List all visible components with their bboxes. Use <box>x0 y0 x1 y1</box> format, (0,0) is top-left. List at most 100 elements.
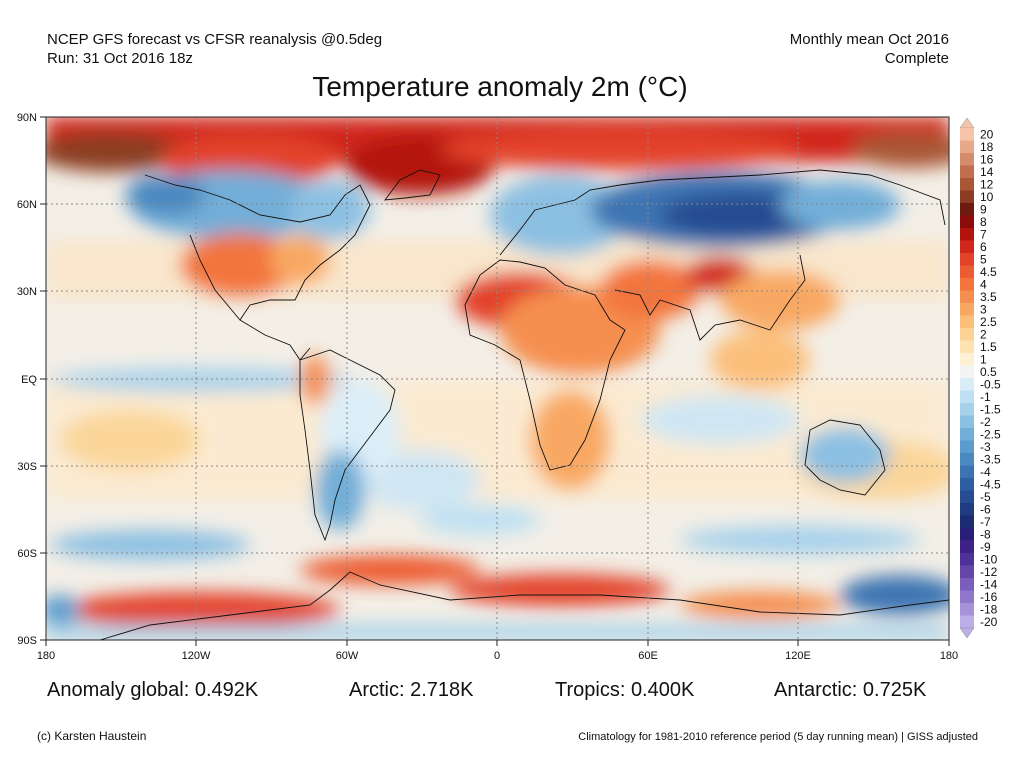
lat-label: 30N <box>17 286 37 298</box>
colorbar-label: -1 <box>980 390 991 404</box>
colorbar-swatch <box>960 315 974 329</box>
colorbar-max-arrow <box>959 117 975 129</box>
colorbar-swatch <box>960 465 974 479</box>
colorbar-swatch <box>960 478 974 491</box>
colorbar-swatch <box>960 515 974 529</box>
climatology-note: Climatology for 1981-2010 reference peri… <box>578 731 978 743</box>
colorbar-label: -14 <box>980 577 998 591</box>
colorbar-swatch <box>960 428 974 441</box>
colorbar-label: -3 <box>980 440 991 454</box>
colorbar-swatch <box>960 190 974 204</box>
colorbar-label: 6 <box>980 240 987 254</box>
colorbar-label: -6 <box>980 502 991 516</box>
colorbar-label: 20 <box>980 127 994 141</box>
colorbar-swatch <box>960 453 974 466</box>
colorbar-label: -5 <box>980 490 991 504</box>
colorbar-label: -1.5 <box>980 402 1001 416</box>
colorbar-label: 2 <box>980 327 987 341</box>
colorbar-label: 4.5 <box>980 265 997 279</box>
colorbar-label: 16 <box>980 152 994 166</box>
lon-label: 180 <box>940 650 958 662</box>
colorbar-swatch <box>960 528 974 541</box>
colorbar-swatch <box>960 353 974 366</box>
colorbar-label: 18 <box>980 140 994 154</box>
colorbar-swatch <box>960 178 974 191</box>
colorbar-label: -4 <box>980 465 991 479</box>
tropics-anomaly: Tropics: 0.400K <box>555 679 695 701</box>
colorbar-swatch <box>960 328 974 341</box>
source-text: NCEP GFS forecast vs CFSR reanalysis @0.… <box>47 31 383 48</box>
colorbar-swatch <box>960 278 974 291</box>
colorbar-label: -4.5 <box>980 477 1001 491</box>
colorbar-swatch <box>960 378 974 391</box>
colorbar-label: 8 <box>980 215 987 229</box>
status-text: Complete <box>884 50 949 67</box>
colorbar-swatch <box>960 603 974 616</box>
colorbar-swatch <box>960 590 974 604</box>
colorbar-label: 2.5 <box>980 315 997 329</box>
colorbar-swatch <box>960 615 974 629</box>
colorbar-swatch <box>960 303 974 316</box>
colorbar-swatch <box>960 340 974 354</box>
colorbar-swatch <box>960 403 974 416</box>
lat-label: 90S <box>17 635 37 647</box>
colorbar-swatch <box>960 253 974 266</box>
credit-text: (c) Karsten Haustein <box>37 729 147 743</box>
colorbar-swatch <box>960 415 974 429</box>
period-text: Monthly mean Oct 2016 <box>789 31 949 48</box>
colorbar-swatch <box>960 440 974 454</box>
colorbar-swatch <box>960 365 974 379</box>
colorbar-swatch <box>960 578 974 591</box>
lon-label: 120W <box>182 650 211 662</box>
colorbar-label: -9 <box>980 540 991 554</box>
colorbar-min-arrow <box>959 627 975 639</box>
header-left: NCEP GFS forecast vs CFSR reanalysis @0.… <box>47 30 382 68</box>
colorbar-swatch <box>960 565 974 579</box>
colorbar-label: 1.5 <box>980 340 997 354</box>
colorbar-label: 12 <box>980 177 994 191</box>
colorbar-label: -2.5 <box>980 427 1001 441</box>
lon-label: 0 <box>494 650 500 662</box>
stats-bar: Anomaly global: 0.492K Arctic: 2.718K Tr… <box>0 679 1024 705</box>
map-title: Temperature anomaly 2m (°C) <box>312 71 688 102</box>
graticule <box>46 117 949 640</box>
lat-label: EQ <box>21 374 37 386</box>
colorbar-label: 3.5 <box>980 290 997 304</box>
colorbar-swatch <box>960 215 974 229</box>
colorbar-swatch <box>960 265 974 279</box>
colorbar-label: 14 <box>980 165 994 179</box>
arctic-anomaly: Arctic: 2.718K <box>349 679 474 701</box>
anomaly-map: 90N 60N 30N EQ 30S 60S 90S 180 120W 60W … <box>17 112 1001 662</box>
colorbar-label: 5 <box>980 252 987 266</box>
colorbar-label: -10 <box>980 552 998 566</box>
colorbar-swatch <box>960 140 974 154</box>
colorbar-label: -7 <box>980 515 991 529</box>
header-right: Monthly mean Oct 2016 Complete <box>790 30 949 68</box>
colorbar-swatch <box>960 390 974 404</box>
colorbar-swatch <box>960 490 974 504</box>
colorbar-swatch <box>960 503 974 516</box>
colorbar-swatch <box>960 540 974 554</box>
antarctic-anomaly: Antarctic: 0.725K <box>774 679 927 701</box>
colorbar-label: 9 <box>980 202 987 216</box>
colorbar-label: -8 <box>980 527 991 541</box>
colorbar-label: 1 <box>980 352 987 366</box>
lat-label: 30S <box>17 461 37 473</box>
colorbar-swatch <box>960 228 974 241</box>
colorbar-label: 7 <box>980 227 987 241</box>
colorbar-label: 10 <box>980 190 994 204</box>
lon-label: 60W <box>336 650 359 662</box>
lat-label: 60N <box>17 199 37 211</box>
run-text: Run: 31 Oct 2016 18z <box>47 50 193 67</box>
colorbar-label: 3 <box>980 302 987 316</box>
colorbar-swatch <box>960 165 974 179</box>
lat-label: 60S <box>17 548 37 560</box>
colorbar-label: -2 <box>980 415 991 429</box>
colorbar-label: -12 <box>980 565 998 579</box>
colorbar-label: -0.5 <box>980 377 1001 391</box>
lat-label: 90N <box>17 112 37 124</box>
colorbar-label: -18 <box>980 602 998 616</box>
colorbar-label: 4 <box>980 277 987 291</box>
anomaly-field <box>46 117 949 640</box>
colorbar-swatch <box>960 553 974 566</box>
